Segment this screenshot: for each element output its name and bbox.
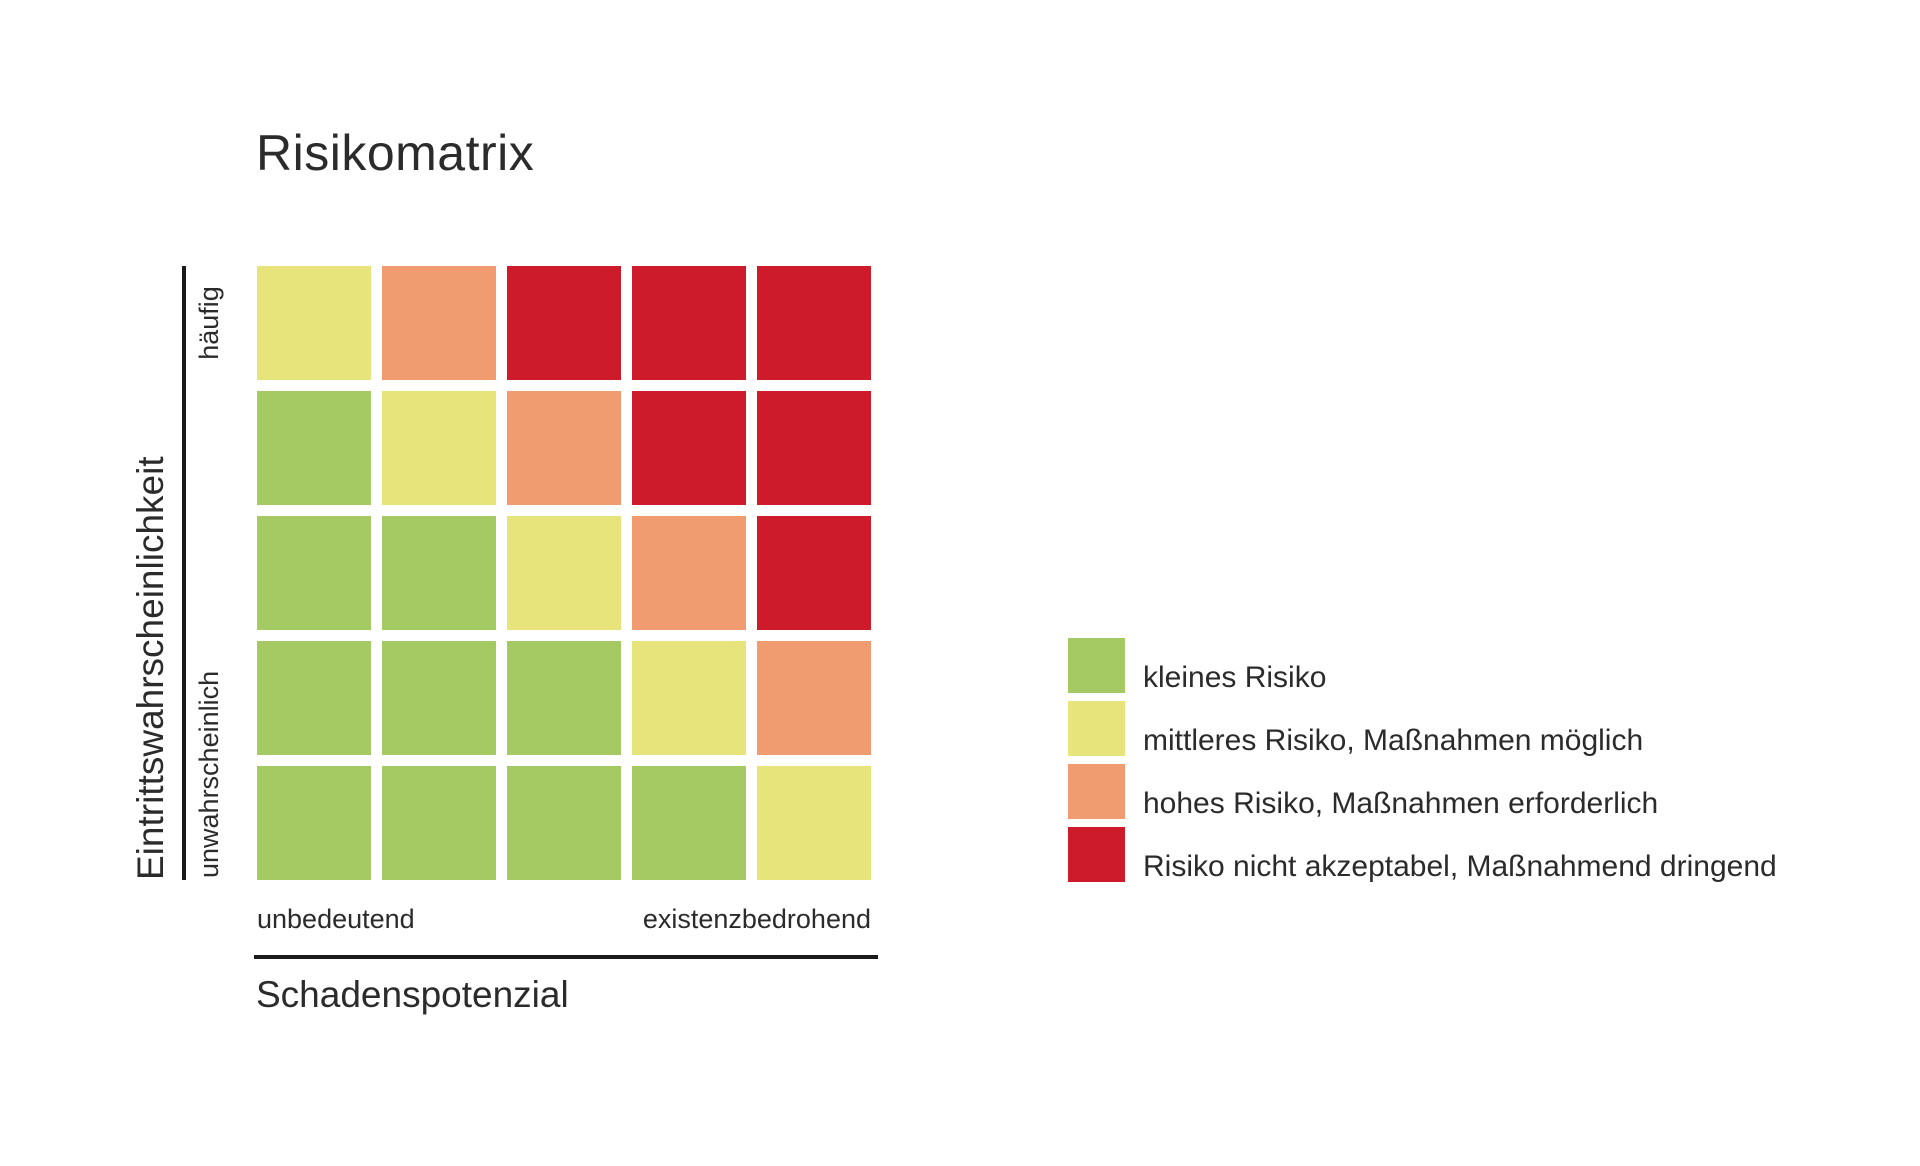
- matrix-cell-r2-c5: [757, 391, 871, 505]
- matrix-cell-r3-c5: [757, 516, 871, 630]
- chart-title: Risikomatrix: [256, 125, 535, 181]
- legend-label-critical: Risiko nicht akzeptabel, Maßnahmend drin…: [1143, 849, 1777, 883]
- legend: kleines Risiko mittleres Risiko, Maßnahme…: [1068, 638, 1777, 882]
- legend-item-critical: Risiko nicht akzeptabel, Maßnahmend drin…: [1068, 827, 1777, 882]
- x-tick-existenzbedrohend: existenzbedrohend: [642, 904, 871, 934]
- legend-item-high: hohes Risiko, Maßnahmen erforderlich: [1068, 764, 1777, 819]
- legend-item-low: kleines Risiko: [1068, 638, 1777, 693]
- matrix-cell-r1-c2: [382, 266, 496, 380]
- matrix-cell-r1-c3: [507, 266, 621, 380]
- matrix-cell-r4-c4: [632, 641, 746, 755]
- matrix-cell-r3-c1: [257, 516, 371, 630]
- y-axis-line: [182, 266, 186, 880]
- matrix-cell-r3-c3: [507, 516, 621, 630]
- matrix-cell-r4-c3: [507, 641, 621, 755]
- matrix-cell-r5-c5: [757, 766, 871, 880]
- x-tick-unbedeutend: unbedeutend: [257, 904, 415, 934]
- y-tick-haeufig: häufig: [194, 286, 224, 360]
- legend-swatch-low: [1068, 638, 1125, 693]
- matrix-cell-r2-c1: [257, 391, 371, 505]
- matrix-cell-r5-c4: [632, 766, 746, 880]
- matrix-cell-r2-c4: [632, 391, 746, 505]
- legend-swatch-high: [1068, 764, 1125, 819]
- legend-item-medium: mittleres Risiko, Maßnahmen möglich: [1068, 701, 1777, 756]
- risk-matrix-grid: [257, 266, 871, 880]
- matrix-cell-r2-c2: [382, 391, 496, 505]
- matrix-cell-r5-c2: [382, 766, 496, 880]
- x-axis-line: [254, 955, 878, 959]
- legend-label-high: hohes Risiko, Maßnahmen erforderlich: [1143, 786, 1659, 820]
- legend-label-medium: mittleres Risiko, Maßnahmen möglich: [1143, 723, 1644, 757]
- y-axis-title: Eintrittswahrscheinlichkeit: [130, 456, 171, 880]
- legend-swatch-critical: [1068, 827, 1125, 882]
- matrix-cell-r1-c5: [757, 266, 871, 380]
- legend-swatch-medium: [1068, 701, 1125, 756]
- matrix-cell-r4-c5: [757, 641, 871, 755]
- y-tick-unwahrscheinlich: unwahrscheinlich: [194, 670, 224, 878]
- matrix-cell-r5-c1: [257, 766, 371, 880]
- matrix-cell-r3-c2: [382, 516, 496, 630]
- matrix-cell-r4-c2: [382, 641, 496, 755]
- matrix-cell-r4-c1: [257, 641, 371, 755]
- matrix-cell-r5-c3: [507, 766, 621, 880]
- matrix-cell-r1-c4: [632, 266, 746, 380]
- matrix-cell-r2-c3: [507, 391, 621, 505]
- matrix-cell-r3-c4: [632, 516, 746, 630]
- x-axis-ticks: unbedeutend existenzbedrohend: [257, 906, 871, 933]
- matrix-cell-r1-c1: [257, 266, 371, 380]
- legend-label-low: kleines Risiko: [1143, 660, 1327, 694]
- x-axis-title: Schadenspotenzial: [256, 974, 569, 1015]
